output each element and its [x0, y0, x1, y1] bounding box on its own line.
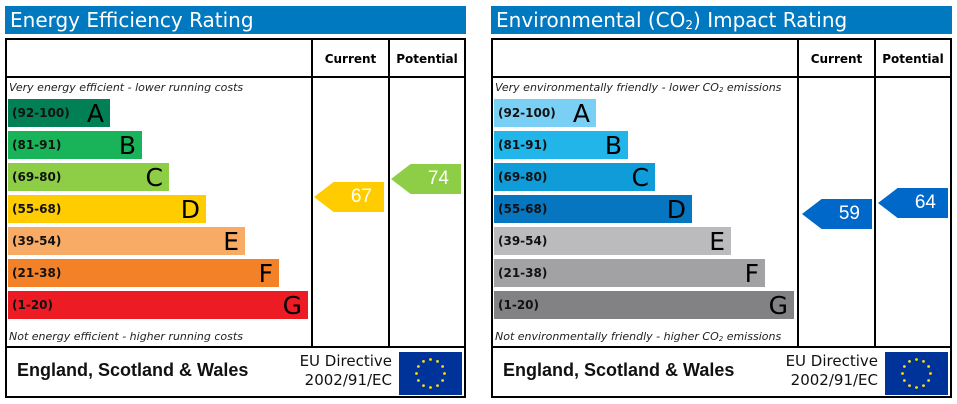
potential-column-header: Potential: [882, 52, 944, 66]
band-g: (1-20) G: [494, 291, 794, 320]
band-letter: G: [768, 291, 788, 320]
band-f: (21-38) F: [8, 259, 279, 288]
current-rating-arrow: 67: [314, 182, 384, 212]
band-b: (81-91) B: [8, 131, 142, 160]
band-letter: B: [604, 131, 622, 160]
band-e: (39-54) E: [8, 227, 245, 256]
band-range: (55-68): [498, 202, 548, 216]
header-divider: [7, 76, 464, 78]
band-g: (1-20) G: [8, 291, 308, 320]
band-range: (39-54): [12, 234, 62, 248]
eu-flag-icon: [885, 352, 948, 395]
footer: England, Scotland & Wales EU Directive 2…: [493, 348, 950, 396]
column-divider: [311, 40, 313, 346]
column-divider: [874, 40, 876, 346]
eu-flag-icon: [399, 352, 462, 395]
bottom-note: Not environmentally friendly - higher CO…: [495, 330, 782, 343]
directive-line-1: EU Directive: [785, 352, 878, 370]
footer: England, Scotland & Wales EU Directive 2…: [7, 348, 464, 396]
band-range: (39-54): [498, 234, 548, 248]
band-letter: C: [631, 163, 649, 192]
column-divider: [388, 40, 390, 346]
band-range: (1-20): [12, 298, 53, 312]
band-b: (81-91) B: [494, 131, 628, 160]
band-d: (55-68) D: [8, 195, 206, 224]
top-note: Very energy efficient - lower running co…: [9, 81, 244, 94]
band-range: (21-38): [12, 266, 62, 280]
bottom-note: Not energy efficient - higher running co…: [9, 330, 243, 343]
footer-divider: [7, 346, 464, 348]
band-a: (92-100) A: [8, 99, 110, 128]
footer-divider: [493, 346, 950, 348]
band-range: (81-91): [498, 138, 548, 152]
current-column-header: Current: [324, 52, 377, 66]
potential-rating-arrow: 64: [878, 188, 948, 218]
band-e: (39-54) E: [494, 227, 731, 256]
panel-title: Environmental (CO2) Impact Rating: [491, 6, 952, 34]
region-label: England, Scotland & Wales: [503, 360, 735, 380]
environmental-impact-panel: Environmental (CO2) Impact Rating Curren…: [491, 6, 952, 398]
rating-frame: Current Potential Very energy efficient …: [5, 38, 466, 398]
band-letter: D: [666, 195, 686, 224]
band-letter: B: [118, 131, 136, 160]
band-letter: G: [282, 291, 302, 320]
potential-rating-arrow: 74: [391, 164, 461, 194]
band-range: (92-100): [498, 106, 556, 120]
band-f: (21-38) F: [494, 259, 765, 288]
header-divider: [493, 76, 950, 78]
potential-column-header: Potential: [396, 52, 458, 66]
band-range: (92-100): [12, 106, 70, 120]
band-c: (69-80) C: [8, 163, 169, 192]
band-range: (81-91): [12, 138, 62, 152]
band-range: (21-38): [498, 266, 548, 280]
column-divider: [797, 40, 799, 346]
energy-efficiency-panel: Energy Efficiency Rating Current Potenti…: [5, 6, 466, 398]
band-a: (92-100) A: [494, 99, 596, 128]
band-letter: E: [223, 227, 239, 256]
band-letter: C: [145, 163, 163, 192]
top-note: Very environmentally friendly - lower CO…: [495, 81, 782, 94]
region-label: England, Scotland & Wales: [17, 360, 249, 380]
rating-frame: Current Potential Very environmentally f…: [491, 38, 952, 398]
eu-directive: EU Directive 2002/91/EC: [300, 352, 392, 390]
band-d: (55-68) D: [494, 195, 692, 224]
band-range: (1-20): [498, 298, 539, 312]
band-range: (55-68): [12, 202, 62, 216]
band-letter: A: [572, 99, 590, 128]
band-letter: A: [86, 99, 104, 128]
panel-title: Energy Efficiency Rating: [5, 6, 466, 34]
band-range: (69-80): [498, 170, 548, 184]
band-letter: F: [744, 259, 759, 288]
current-rating-arrow: 59: [802, 199, 872, 229]
directive-line-2: 2002/91/EC: [790, 371, 878, 389]
band-letter: D: [180, 195, 200, 224]
band-c: (69-80) C: [494, 163, 655, 192]
band-range: (69-80): [12, 170, 62, 184]
eu-directive: EU Directive 2002/91/EC: [786, 352, 878, 390]
directive-line-2: 2002/91/EC: [304, 371, 392, 389]
band-letter: E: [709, 227, 725, 256]
current-column-header: Current: [810, 52, 863, 66]
band-letter: F: [258, 259, 273, 288]
directive-line-1: EU Directive: [299, 352, 392, 370]
